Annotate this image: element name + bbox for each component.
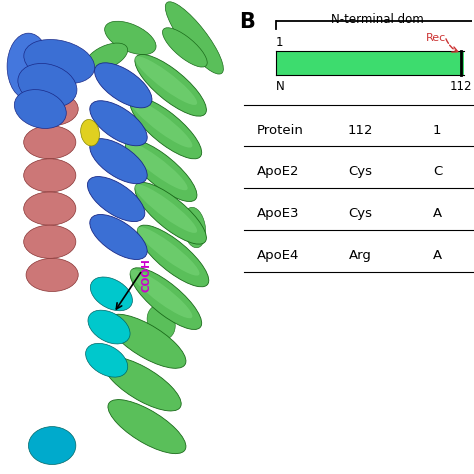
- Text: C: C: [433, 165, 442, 178]
- Text: 1: 1: [276, 36, 283, 49]
- Ellipse shape: [130, 99, 192, 147]
- Ellipse shape: [90, 101, 147, 146]
- Ellipse shape: [24, 225, 76, 258]
- Ellipse shape: [137, 225, 209, 287]
- Text: ApoE2: ApoE2: [256, 165, 299, 178]
- Ellipse shape: [125, 142, 188, 190]
- Text: Cys: Cys: [348, 207, 373, 220]
- Text: N: N: [276, 80, 284, 93]
- Text: Arg: Arg: [349, 249, 372, 262]
- Ellipse shape: [26, 92, 78, 126]
- Text: Rec: Rec: [426, 33, 446, 43]
- Text: A: A: [433, 207, 442, 220]
- Text: N-terminal dom: N-terminal dom: [331, 13, 424, 26]
- Ellipse shape: [105, 21, 156, 55]
- Text: 112: 112: [449, 80, 472, 93]
- Ellipse shape: [135, 182, 206, 244]
- Ellipse shape: [130, 97, 201, 159]
- Ellipse shape: [103, 357, 181, 411]
- Text: A: A: [433, 249, 442, 262]
- Ellipse shape: [94, 63, 152, 108]
- Ellipse shape: [86, 343, 128, 377]
- Ellipse shape: [86, 43, 128, 71]
- Ellipse shape: [90, 139, 147, 183]
- Ellipse shape: [165, 2, 223, 74]
- Ellipse shape: [135, 55, 206, 116]
- Ellipse shape: [147, 305, 175, 339]
- Text: ApoE3: ApoE3: [256, 207, 299, 220]
- Ellipse shape: [183, 207, 206, 248]
- Ellipse shape: [28, 427, 76, 465]
- Text: ApoE4: ApoE4: [256, 249, 299, 262]
- Ellipse shape: [24, 192, 76, 225]
- Ellipse shape: [81, 119, 100, 146]
- Ellipse shape: [135, 56, 197, 105]
- Text: Protein: Protein: [256, 124, 303, 137]
- Ellipse shape: [7, 33, 50, 100]
- Text: B: B: [239, 12, 255, 32]
- Ellipse shape: [130, 270, 192, 318]
- Text: 112: 112: [347, 124, 373, 137]
- Ellipse shape: [24, 39, 95, 84]
- Ellipse shape: [108, 400, 186, 454]
- Ellipse shape: [130, 268, 201, 329]
- Ellipse shape: [108, 314, 186, 368]
- Ellipse shape: [18, 64, 77, 107]
- Ellipse shape: [14, 90, 66, 128]
- Text: 1: 1: [433, 124, 441, 137]
- Ellipse shape: [88, 310, 130, 344]
- Ellipse shape: [135, 184, 197, 233]
- Ellipse shape: [90, 215, 147, 259]
- Ellipse shape: [126, 140, 197, 201]
- Text: Cys: Cys: [348, 165, 373, 178]
- Ellipse shape: [26, 258, 78, 292]
- Ellipse shape: [24, 126, 76, 159]
- Text: COOH: COOH: [142, 258, 152, 292]
- Ellipse shape: [163, 28, 207, 67]
- FancyBboxPatch shape: [276, 51, 465, 75]
- Ellipse shape: [137, 227, 200, 275]
- Ellipse shape: [91, 277, 132, 311]
- Ellipse shape: [87, 177, 145, 221]
- Ellipse shape: [24, 159, 76, 192]
